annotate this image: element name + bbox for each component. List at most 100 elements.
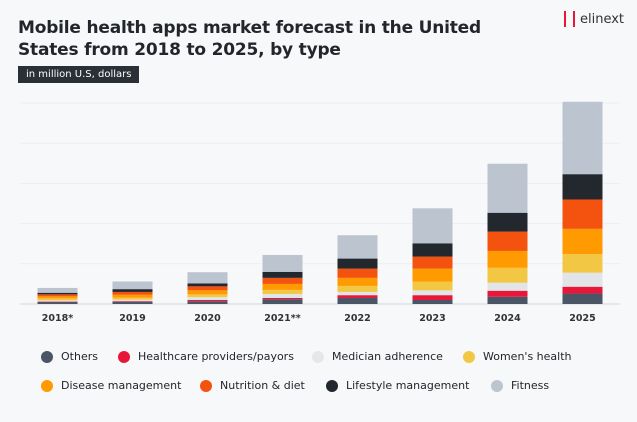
bar-segment xyxy=(562,286,603,294)
legend-item: Nutrition & diet xyxy=(200,379,305,392)
bar-segment xyxy=(412,208,453,244)
bar-segment xyxy=(562,199,603,229)
bar-segment xyxy=(337,291,378,296)
bar-segment xyxy=(262,254,303,272)
bar-segment xyxy=(487,290,528,297)
logo: elinext xyxy=(564,11,624,27)
x-tick-label: 2024 xyxy=(494,313,521,324)
bar-segment xyxy=(412,295,453,300)
bar-segment xyxy=(562,228,603,255)
bar-segment xyxy=(562,293,603,304)
legend-swatch xyxy=(312,350,324,363)
bar-segment xyxy=(412,290,453,296)
bar-segment xyxy=(487,231,528,251)
legend-item: Women's health xyxy=(463,350,572,363)
bar-segment xyxy=(337,268,378,278)
legend-item: Disease management xyxy=(41,379,181,392)
bar-segment xyxy=(187,301,228,304)
bar-segment xyxy=(37,298,78,301)
legend-label: Women's health xyxy=(483,350,572,363)
logo-icon xyxy=(564,11,575,27)
bar-segment xyxy=(112,289,153,292)
bar-segment xyxy=(112,291,153,295)
bar-segment xyxy=(37,301,78,304)
bar-segment xyxy=(187,297,228,300)
bar-segment xyxy=(262,289,303,294)
x-tick-label: 2025 xyxy=(569,313,595,324)
bar-segment xyxy=(112,301,153,304)
bar-segment xyxy=(112,299,153,302)
legend-swatch xyxy=(463,350,475,363)
bar-segment xyxy=(262,293,303,298)
bar-segment xyxy=(37,301,78,303)
bar-segment xyxy=(412,243,453,257)
bar-segment xyxy=(487,212,528,232)
legend-swatch xyxy=(200,379,212,392)
bar-segment xyxy=(562,254,603,273)
legend-label: Healthcare providers/payors xyxy=(138,350,294,363)
bar-segment xyxy=(412,268,453,282)
legend-swatch xyxy=(41,350,53,363)
legend-swatch xyxy=(326,379,338,392)
x-tick-label: 2019 xyxy=(119,313,145,324)
chart-title: Mobile health apps market forecast in th… xyxy=(18,18,481,60)
legend-swatch xyxy=(118,350,130,363)
chart-area: 2018* 2019 2020 2021** 2022 2023 2024 2025 xyxy=(20,101,620,324)
x-tick-label: 2021** xyxy=(264,313,300,324)
x-tick-label: 2020 xyxy=(194,313,221,324)
bar-segment xyxy=(37,292,78,295)
bar-segment xyxy=(262,297,303,300)
bar-segment xyxy=(187,294,228,298)
bar-segment xyxy=(262,271,303,278)
bar-segment xyxy=(487,267,528,283)
bar-segment xyxy=(262,283,303,290)
bar-segment xyxy=(412,256,453,269)
bar-segment xyxy=(112,301,153,302)
legend-label: Lifestyle management xyxy=(346,379,470,392)
bar-segment xyxy=(487,282,528,291)
legend-label: Fitness xyxy=(511,379,550,392)
legend-item: Medician adherence xyxy=(312,350,443,363)
legend-label: Disease management xyxy=(61,379,182,392)
bar-segment xyxy=(337,277,378,286)
bar-segment xyxy=(487,296,528,304)
legend-item: Healthcare providers/payors xyxy=(118,350,294,363)
bar-segment xyxy=(562,174,603,200)
bar-segment xyxy=(187,290,228,295)
bar-segment xyxy=(112,281,153,290)
legend-item: Fitness xyxy=(491,379,549,392)
bar-segment xyxy=(337,297,378,304)
x-tick-label: 2023 xyxy=(419,313,445,324)
legend-label: Medician adherence xyxy=(332,350,443,363)
legend-item: Lifestyle management xyxy=(326,379,469,392)
legend-swatch xyxy=(491,379,503,392)
bar-segment xyxy=(37,287,78,293)
bar-segment xyxy=(262,277,303,284)
bar-segment xyxy=(187,272,228,284)
bar-segment xyxy=(337,258,378,269)
bar-segment xyxy=(487,163,528,213)
bar-segment xyxy=(412,299,453,304)
bar-segment xyxy=(412,281,453,291)
bar-segment xyxy=(112,294,153,298)
bar-segment xyxy=(37,294,78,297)
legend-label: Others xyxy=(61,350,98,363)
bar-segment xyxy=(37,296,78,299)
bar-segment xyxy=(187,299,228,302)
bar-segment xyxy=(337,285,378,292)
bar-segment xyxy=(112,297,153,300)
bar-segment xyxy=(487,250,528,268)
bar-segment xyxy=(562,272,603,287)
bar-segment xyxy=(37,300,78,302)
bar-segment xyxy=(187,286,228,291)
x-tick-label: 2022 xyxy=(344,313,370,324)
x-tick-label: 2018* xyxy=(42,313,73,324)
bar-segment xyxy=(337,235,378,259)
bar-segment xyxy=(337,295,378,298)
bar-segment xyxy=(562,101,603,175)
bar-segment xyxy=(262,299,303,304)
legend-label: Nutrition & diet xyxy=(220,379,305,392)
legend-swatch xyxy=(41,379,53,392)
legend-item: Others xyxy=(41,350,98,363)
logo-text: elinext xyxy=(580,11,625,27)
